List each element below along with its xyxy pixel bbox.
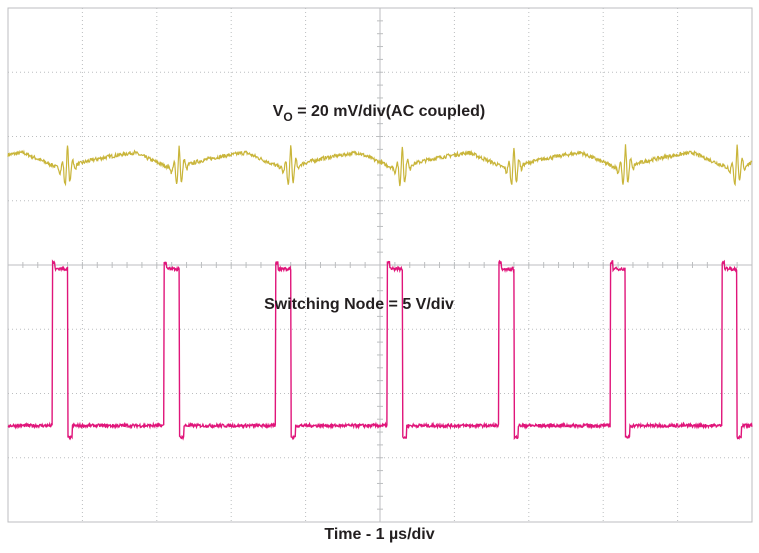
center-axis-ticks [7, 7, 753, 523]
vo-ripple-trace [7, 144, 753, 187]
switching-node-trace [7, 259, 753, 441]
x-axis-label: Time - 1 µs/div [324, 526, 435, 543]
vo-series-label: VO = 20 mV/div(AC coupled) [273, 103, 486, 124]
switching-node-series-label: Switching Node = 5 V/div [264, 296, 454, 313]
